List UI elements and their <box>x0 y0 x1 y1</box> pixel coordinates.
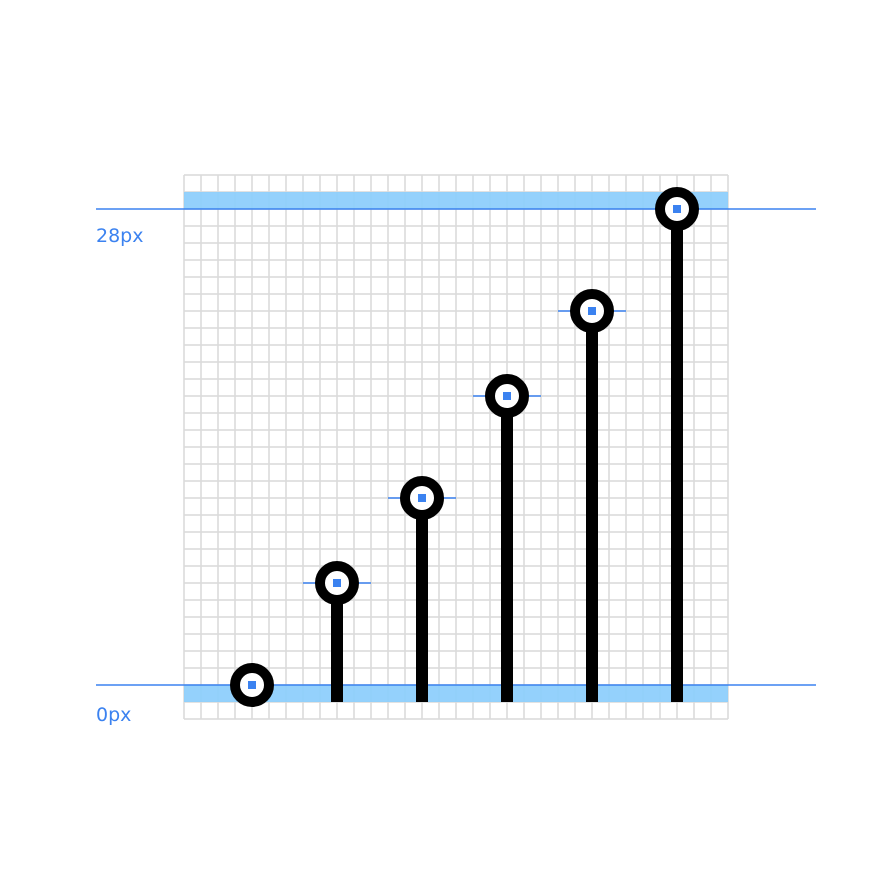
stem-4 <box>501 396 513 702</box>
stem-3 <box>416 498 428 702</box>
stem-2 <box>331 583 343 702</box>
marker-center-4 <box>503 392 511 400</box>
marker-center-5 <box>588 307 596 315</box>
marker-center-1 <box>248 681 256 689</box>
markers <box>230 187 699 707</box>
stem-6 <box>671 209 683 702</box>
stem-5 <box>586 311 598 702</box>
stems <box>331 209 683 702</box>
min-scale-label: 0px <box>96 704 132 726</box>
marker-center-6 <box>673 205 681 213</box>
max-band <box>184 192 728 209</box>
marker-center-3 <box>418 494 426 502</box>
background-grid <box>183 174 729 720</box>
marker-center-2 <box>333 579 341 587</box>
max-scale-label: 28px <box>96 225 144 247</box>
